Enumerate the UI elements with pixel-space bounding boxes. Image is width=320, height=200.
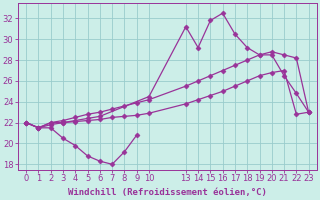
- X-axis label: Windchill (Refroidissement éolien,°C): Windchill (Refroidissement éolien,°C): [68, 188, 267, 197]
